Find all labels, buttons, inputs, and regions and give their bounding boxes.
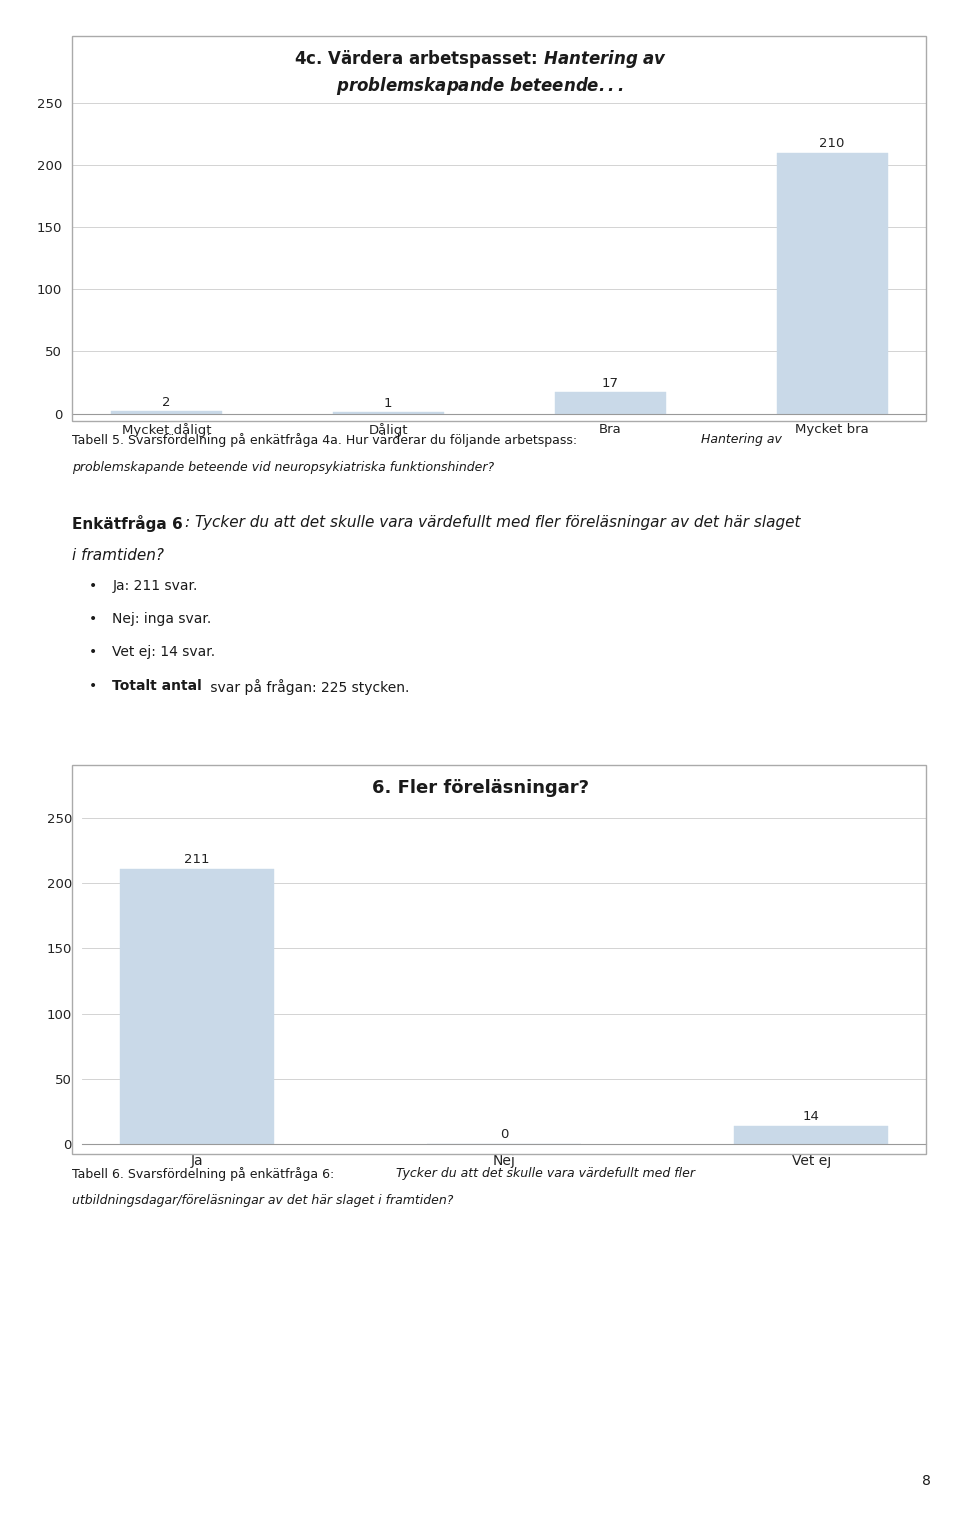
Bar	[555, 392, 665, 414]
Text: 14: 14	[803, 1110, 820, 1123]
Text: 6. Fler föreläsningar?: 6. Fler föreläsningar?	[372, 779, 588, 797]
Text: problemskapande beteende vid neuropsykiatriska funktionshinder?: problemskapande beteende vid neuropsykia…	[72, 461, 494, 474]
Text: Tycker du att det skulle vara värdefullt med fler: Tycker du att det skulle vara värdefullt…	[396, 1167, 695, 1180]
Bar	[734, 1126, 888, 1144]
Text: svar på frågan: 225 stycken.: svar på frågan: 225 stycken.	[206, 679, 410, 695]
Text: •: •	[89, 579, 98, 592]
Text: Tabell 5. Svarsfördelning på enkätfråga 4a. Hur värderar du följande arbetspass:: Tabell 5. Svarsfördelning på enkätfråga …	[72, 433, 581, 447]
Text: 2: 2	[162, 395, 171, 409]
Bar	[120, 870, 274, 1144]
Text: 211: 211	[184, 853, 209, 867]
Text: $\bfit{problemskapande\ beteende...}$: $\bfit{problemskapande\ beteende...}$	[336, 74, 624, 97]
Text: 210: 210	[820, 138, 845, 150]
Text: Tabell 6. Svarsfördelning på enkätfråga 6:: Tabell 6. Svarsfördelning på enkätfråga …	[72, 1167, 338, 1180]
Text: •: •	[89, 612, 98, 626]
Text: Hantering av: Hantering av	[701, 433, 781, 447]
Text: 4c. Värdera arbetspasset: $\bfit{Hantering\ av}$: 4c. Värdera arbetspasset: $\bfit{Hanteri…	[294, 47, 666, 70]
Text: utbildningsdagar/föreläsningar av det här slaget i framtiden?: utbildningsdagar/föreläsningar av det hä…	[72, 1194, 453, 1207]
Text: : Tycker du att det skulle vara värdefullt med fler föreläsningar av det här sla: : Tycker du att det skulle vara värdeful…	[185, 515, 801, 530]
Text: 17: 17	[602, 377, 618, 389]
Text: Ja: 211 svar.: Ja: 211 svar.	[112, 579, 198, 592]
Text: Nej: inga svar.: Nej: inga svar.	[112, 612, 211, 626]
Text: Vet ej: 14 svar.: Vet ej: 14 svar.	[112, 645, 215, 659]
Text: i framtiden?: i framtiden?	[72, 548, 164, 564]
Bar	[777, 153, 888, 414]
Text: •: •	[89, 679, 98, 692]
Text: Totalt antal: Totalt antal	[112, 679, 202, 692]
Text: •: •	[89, 645, 98, 659]
Bar	[110, 411, 222, 414]
Text: Enkätfråga 6: Enkätfråga 6	[72, 515, 182, 532]
Text: 1: 1	[384, 397, 393, 411]
Text: 8: 8	[923, 1474, 931, 1488]
Text: 0: 0	[500, 1129, 508, 1141]
